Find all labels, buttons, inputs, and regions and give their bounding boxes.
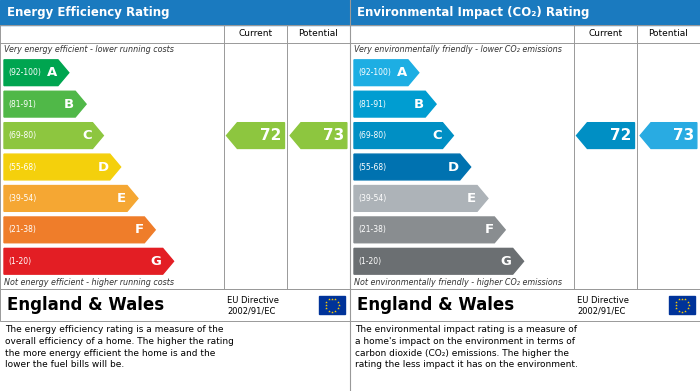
Text: A: A [397, 66, 407, 79]
Polygon shape [4, 217, 155, 243]
Text: Current: Current [239, 29, 272, 38]
Bar [0, 289, 350, 321]
Polygon shape [354, 186, 488, 211]
Text: D: D [448, 160, 458, 174]
Polygon shape [354, 123, 454, 149]
Polygon shape [4, 123, 104, 149]
Text: The environmental impact rating is a measure of
a home's impact on the environme: The environmental impact rating is a mea… [355, 325, 578, 369]
Text: England & Wales: England & Wales [357, 296, 514, 314]
Text: (92-100): (92-100) [8, 68, 41, 77]
Text: (81-91): (81-91) [8, 100, 36, 109]
Text: E: E [117, 192, 126, 205]
Text: C: C [82, 129, 92, 142]
Text: G: G [151, 255, 162, 268]
Polygon shape [4, 60, 69, 86]
Text: Energy Efficiency Rating: Energy Efficiency Rating [7, 6, 169, 19]
Bar [350, 0, 700, 25]
Text: (1-20): (1-20) [358, 257, 381, 266]
Text: Current: Current [589, 29, 622, 38]
Text: (21-38): (21-38) [8, 225, 36, 234]
Text: F: F [134, 223, 144, 236]
Bar [0, 289, 350, 321]
Bar [0, 25, 350, 289]
Bar [350, 289, 700, 321]
Polygon shape [354, 91, 436, 117]
Text: (69-80): (69-80) [8, 131, 36, 140]
Polygon shape [354, 217, 505, 243]
Polygon shape [290, 123, 347, 149]
Text: (55-68): (55-68) [8, 163, 36, 172]
Text: Environmental Impact (CO₂) Rating: Environmental Impact (CO₂) Rating [357, 6, 589, 19]
Text: (39-54): (39-54) [358, 194, 386, 203]
Text: E: E [467, 192, 476, 205]
Text: C: C [432, 129, 442, 142]
Bar [669, 296, 695, 314]
Text: F: F [484, 223, 494, 236]
Text: B: B [414, 98, 424, 111]
Polygon shape [354, 60, 419, 86]
Text: 72: 72 [260, 128, 281, 143]
Polygon shape [4, 186, 138, 211]
Text: 73: 73 [673, 128, 694, 143]
Text: (1-20): (1-20) [8, 257, 31, 266]
Polygon shape [640, 123, 697, 149]
Text: (55-68): (55-68) [358, 163, 386, 172]
Text: A: A [47, 66, 57, 79]
Bar [0, 0, 350, 25]
Text: (39-54): (39-54) [8, 194, 36, 203]
Text: 2002/91/EC: 2002/91/EC [227, 306, 275, 315]
Text: (81-91): (81-91) [358, 100, 386, 109]
Text: 2002/91/EC: 2002/91/EC [577, 306, 625, 315]
Bar [350, 25, 700, 289]
Bar [319, 296, 345, 314]
Text: Very energy efficient - lower running costs: Very energy efficient - lower running co… [4, 45, 174, 54]
Text: EU Directive: EU Directive [577, 296, 629, 305]
Polygon shape [227, 123, 284, 149]
Text: 73: 73 [323, 128, 344, 143]
Polygon shape [4, 154, 120, 180]
Bar [0, 25, 350, 289]
Polygon shape [354, 154, 470, 180]
Text: (21-38): (21-38) [358, 225, 386, 234]
Text: D: D [98, 160, 108, 174]
Text: The energy efficiency rating is a measure of the
overall efficiency of a home. T: The energy efficiency rating is a measur… [5, 325, 234, 369]
Text: (92-100): (92-100) [358, 68, 391, 77]
Bar [350, 289, 700, 321]
Text: Potential: Potential [299, 29, 338, 38]
Text: Potential: Potential [649, 29, 688, 38]
Polygon shape [354, 248, 524, 274]
Text: Not environmentally friendly - higher CO₂ emissions: Not environmentally friendly - higher CO… [354, 278, 562, 287]
Text: Very environmentally friendly - lower CO₂ emissions: Very environmentally friendly - lower CO… [354, 45, 562, 54]
Text: EU Directive: EU Directive [227, 296, 279, 305]
Text: England & Wales: England & Wales [7, 296, 164, 314]
Polygon shape [4, 248, 174, 274]
Polygon shape [577, 123, 634, 149]
Text: 72: 72 [610, 128, 631, 143]
Bar [350, 25, 700, 289]
Text: (69-80): (69-80) [358, 131, 386, 140]
Polygon shape [4, 91, 86, 117]
Text: B: B [64, 98, 74, 111]
Text: Not energy efficient - higher running costs: Not energy efficient - higher running co… [4, 278, 174, 287]
Text: G: G [501, 255, 512, 268]
